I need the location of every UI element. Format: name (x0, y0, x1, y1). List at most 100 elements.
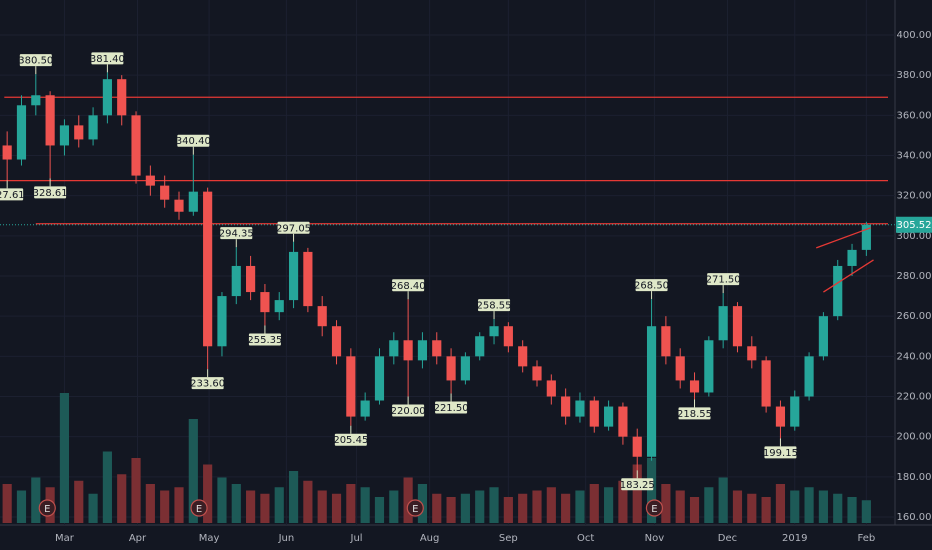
candle-body (303, 251, 313, 307)
candle (74, 115, 84, 148)
candle-body (775, 406, 786, 427)
candle (274, 292, 284, 321)
candle (804, 352, 814, 401)
volume-bar (203, 464, 213, 523)
candle-body (689, 380, 700, 393)
annotation-label: 220.00 (391, 406, 426, 417)
candle-body (446, 356, 456, 381)
volume-bar (818, 490, 828, 523)
candle-body (417, 340, 428, 361)
candle-body (618, 406, 628, 437)
candle (761, 356, 771, 413)
candle-body (503, 326, 513, 347)
volume-bar (102, 451, 112, 523)
candle (131, 111, 141, 184)
candle (575, 392, 585, 423)
candle-body (188, 191, 198, 212)
candle (16, 95, 27, 166)
volume-bar (646, 458, 657, 523)
annotation-label: 199.15 (763, 448, 798, 459)
volume-bar (732, 490, 743, 523)
candle-body (145, 175, 155, 186)
annotation-box (478, 299, 511, 312)
candle-body (747, 346, 757, 361)
candle (360, 392, 370, 421)
candle (632, 428, 642, 471)
volume-bar (604, 487, 614, 523)
volume-bar (847, 497, 857, 523)
earnings-marker (406, 499, 424, 517)
candle-body (174, 199, 184, 212)
candle (732, 302, 743, 353)
x-tick-label: Feb (858, 533, 876, 544)
candle-body (833, 265, 843, 317)
volume-bar (389, 490, 399, 523)
annotation-box (277, 221, 310, 234)
x-tick-label: Sep (499, 533, 518, 544)
candle-body (518, 346, 528, 367)
candle-body (31, 95, 41, 106)
last-price-label: 305.52 (897, 220, 932, 231)
candle-body (847, 249, 857, 266)
candle (117, 75, 127, 126)
x-tick-label: Oct (577, 533, 594, 544)
candle-body (761, 360, 771, 407)
candle (675, 348, 685, 389)
annotation-box (177, 134, 210, 147)
y-tick-label: 360.00 (897, 110, 932, 121)
trendline (823, 259, 874, 293)
y-tick-label: 320.00 (897, 191, 932, 202)
volume-bar (432, 493, 442, 523)
candle-body (74, 125, 84, 140)
volume-bar (2, 484, 12, 523)
candle (460, 352, 470, 385)
annotation-box (635, 279, 668, 292)
candle (475, 332, 485, 361)
volume-bar (260, 493, 270, 523)
annotation-label: 221.50 (434, 403, 469, 414)
x-tick-label: Dec (718, 533, 737, 544)
volume-bar (532, 490, 542, 523)
candle (847, 243, 857, 276)
candle (604, 400, 614, 431)
volume-bar (632, 464, 642, 523)
annotation-box (707, 273, 740, 286)
candle (646, 299, 657, 461)
candle (59, 119, 70, 156)
annotation-label: 268.50 (634, 281, 669, 292)
candle (546, 374, 556, 405)
x-tick-label: Mar (55, 533, 75, 544)
candle (246, 255, 256, 301)
annotation-box (191, 377, 224, 390)
candle (661, 316, 671, 365)
candle-body (475, 336, 485, 357)
annotation-box (392, 404, 425, 417)
y-tick-label: 380.00 (897, 70, 932, 81)
candle-body (45, 95, 55, 146)
candle-body (489, 326, 499, 337)
candle-body (117, 79, 127, 116)
candle-body (589, 400, 599, 427)
volume-bar (790, 490, 800, 523)
x-tick-label: Nov (645, 533, 665, 544)
volume-bar (747, 493, 757, 523)
annotation-label: 327.61 (0, 190, 25, 201)
candle (331, 320, 342, 365)
volume-bar (346, 484, 356, 523)
volume-bar (188, 419, 198, 523)
candle (145, 165, 155, 196)
candle-body (217, 296, 227, 347)
candle-body (246, 265, 256, 293)
candle (260, 284, 270, 326)
candle (861, 221, 871, 256)
candle (2, 131, 12, 181)
candle (432, 332, 442, 365)
volume-bar (174, 487, 184, 523)
candle-body (389, 340, 399, 357)
x-tick-label: Jul (350, 533, 363, 544)
candle (618, 402, 628, 445)
annotation-label: 233.60 (190, 379, 225, 390)
annotation-label: 297.05 (276, 223, 311, 234)
volume-bar (303, 480, 313, 523)
volume-bar (661, 484, 671, 523)
